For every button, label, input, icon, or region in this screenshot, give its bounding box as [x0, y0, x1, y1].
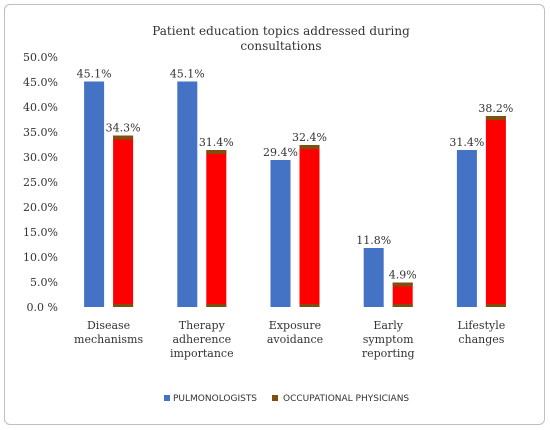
bar-base	[392, 304, 413, 307]
data-label: 31.4%	[449, 136, 484, 149]
category-label: Disease	[87, 319, 130, 332]
bar	[177, 81, 198, 307]
category-label: importance	[170, 347, 234, 360]
y-tick-label: 20.0%	[23, 201, 58, 214]
data-label: 45.1%	[77, 68, 112, 81]
bar-base	[485, 304, 506, 307]
y-tick-label: 10.0%	[23, 251, 58, 264]
bar-cap	[206, 150, 227, 154]
data-label: 11.8%	[356, 234, 391, 247]
bar	[206, 150, 227, 307]
category-label: adherence	[172, 333, 231, 346]
bar-cap	[113, 135, 134, 140]
bar-cap	[392, 282, 413, 287]
data-label: 31.4%	[199, 136, 234, 149]
category-label: reporting	[362, 347, 415, 360]
bar-cap	[299, 145, 320, 149]
bar	[485, 116, 506, 307]
category-label: Exposure	[269, 319, 321, 332]
y-tick-label: 45.0%	[23, 76, 58, 89]
y-tick-label: 30.0%	[23, 151, 58, 164]
category-label: changes	[458, 333, 504, 346]
category-label: avoidance	[267, 333, 323, 346]
bar	[456, 150, 477, 307]
data-label: 34.3%	[106, 122, 141, 135]
legend-label-pulmonologists: PULMONOLOGISTS	[173, 394, 257, 404]
y-tick-label: 0.0 %	[27, 301, 58, 314]
data-labels: 45.1% 34.3% 45.1% 31.4% 29.4% 32.4% 11.8% 4.9% 3…	[77, 68, 514, 282]
legend-swatch-occupational-physicians	[272, 395, 278, 401]
y-tick-label: 25.0%	[23, 176, 58, 189]
data-label: 32.4%	[292, 131, 327, 144]
y-axis: 0.0 % 5.0% 10.0% 15.0% 20.0% 25.0% 30.0% 35.0% 4…	[23, 51, 58, 314]
category-label: mechanisms	[74, 333, 143, 346]
bar-base	[299, 304, 320, 307]
data-label: 4.9%	[389, 269, 417, 282]
legend-swatch-pulmonologists	[164, 395, 170, 401]
data-label: 45.1%	[170, 68, 205, 81]
bar	[270, 160, 291, 307]
category-label: Therapy	[179, 319, 226, 332]
category-label: Early	[373, 319, 403, 332]
y-tick-label: 5.0%	[30, 276, 58, 289]
bar-base	[113, 304, 134, 307]
bar-base	[206, 304, 227, 307]
y-tick-label: 50.0%	[23, 51, 58, 64]
category-label: symptom	[363, 333, 414, 346]
bars	[84, 81, 506, 307]
data-label: 29.4%	[263, 146, 298, 159]
bar	[363, 248, 384, 307]
bar	[299, 145, 320, 307]
y-tick-label: 35.0%	[23, 126, 58, 139]
bar	[392, 282, 413, 307]
category-label: Lifestyle	[458, 319, 506, 332]
bar-cap	[485, 116, 506, 120]
bar	[113, 135, 134, 307]
y-tick-label: 15.0%	[23, 226, 58, 239]
y-tick-label: 40.0%	[23, 101, 58, 114]
legend-label-occupational-physicians: OCCUPATIONAL PHYSICIANS	[283, 394, 409, 404]
data-label: 38.2%	[478, 102, 513, 115]
bar	[84, 81, 105, 307]
legend: PULMONOLOGISTS OCCUPATIONAL PHYSICIANS	[164, 394, 409, 404]
chart-title-line-1: Patient education topics addressed durin…	[152, 24, 410, 38]
chart-title-line-2: consultations	[240, 39, 321, 53]
